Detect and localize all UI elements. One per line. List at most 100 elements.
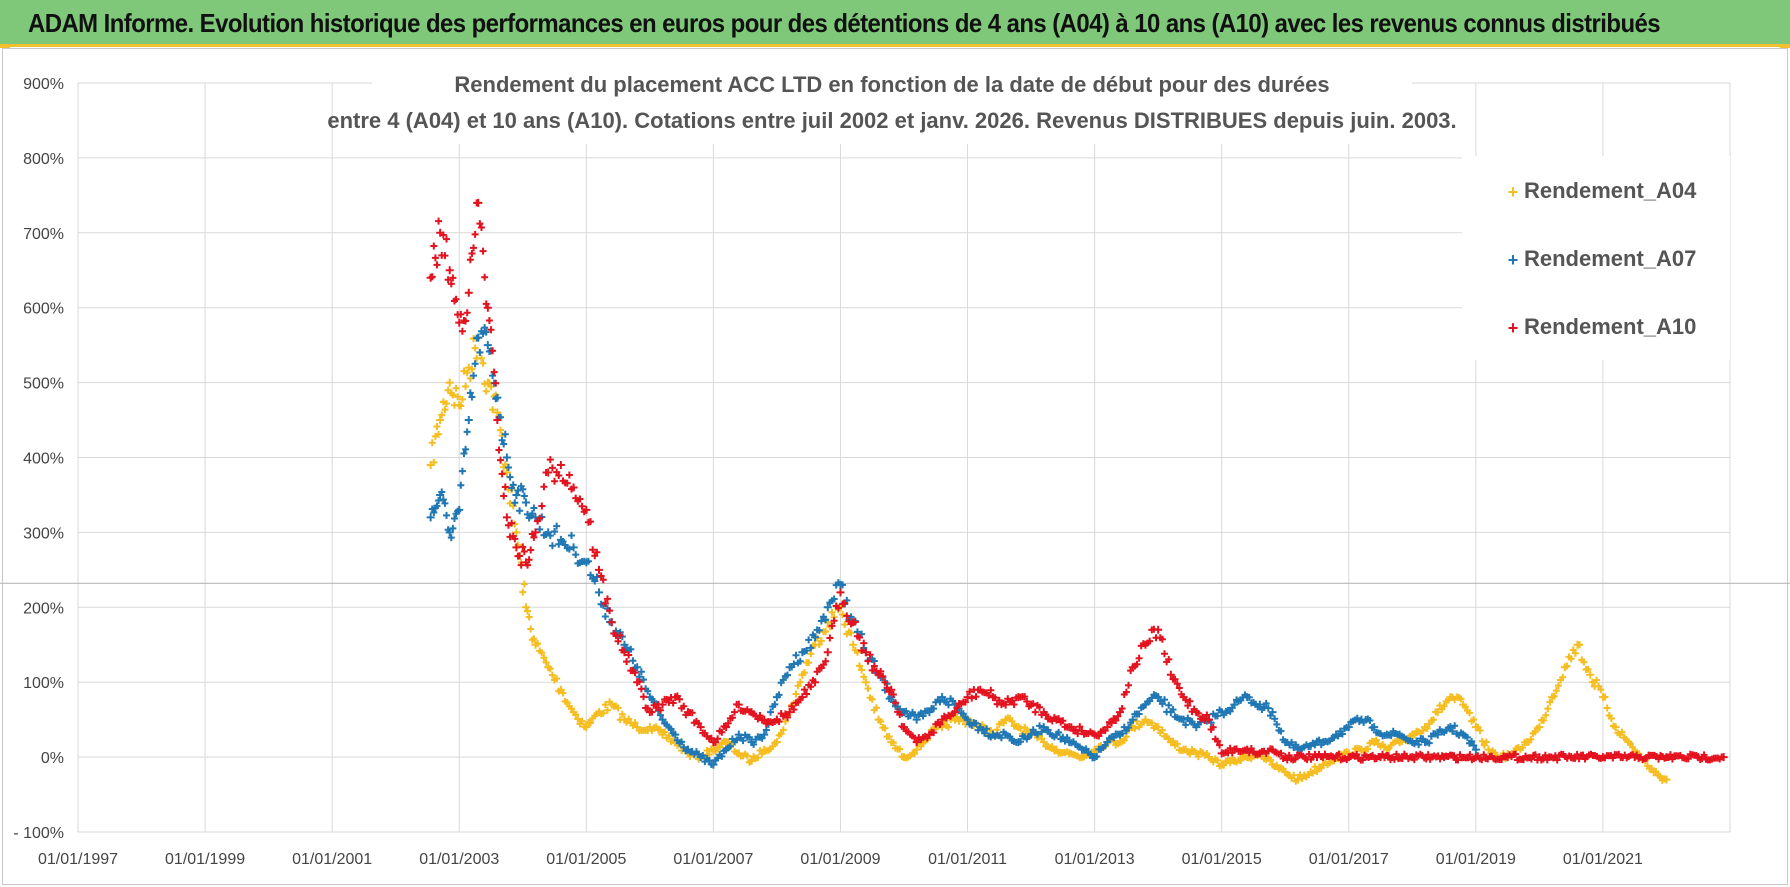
data-point xyxy=(784,671,792,679)
data-point xyxy=(760,730,769,739)
data-point xyxy=(959,710,967,718)
data-point xyxy=(540,483,548,491)
data-point xyxy=(1369,751,1377,759)
data-point xyxy=(728,714,736,722)
data-point xyxy=(559,537,567,545)
data-point xyxy=(635,677,643,685)
data-point xyxy=(800,669,808,677)
data-point xyxy=(433,261,441,269)
y-tick-label: 200% xyxy=(23,600,64,617)
data-point xyxy=(470,372,478,380)
data-point xyxy=(731,708,739,716)
data-point xyxy=(1468,737,1476,745)
data-point xyxy=(1540,716,1548,724)
data-point xyxy=(1433,708,1442,717)
data-point xyxy=(637,685,645,693)
data-point xyxy=(1449,727,1457,735)
data-point xyxy=(512,543,521,552)
data-point xyxy=(830,617,838,625)
data-point xyxy=(1186,750,1194,758)
data-point xyxy=(466,256,474,264)
data-point xyxy=(1036,722,1044,730)
data-point xyxy=(1108,719,1116,727)
data-point xyxy=(656,726,664,734)
data-point xyxy=(1454,756,1462,764)
data-point xyxy=(861,678,870,687)
data-point xyxy=(520,548,528,556)
data-point xyxy=(439,496,447,504)
data-point xyxy=(726,742,734,750)
data-point xyxy=(1038,728,1046,736)
data-point xyxy=(972,693,980,701)
data-point xyxy=(866,651,874,659)
data-point xyxy=(502,468,511,477)
x-tick-label: 01/01/2009 xyxy=(800,851,880,868)
data-point xyxy=(483,341,492,350)
data-point xyxy=(823,648,832,657)
data-point xyxy=(1216,741,1224,749)
data-point xyxy=(1466,751,1474,759)
data-point xyxy=(1133,660,1141,668)
x-tick-label: 01/01/2001 xyxy=(292,851,372,868)
data-point xyxy=(796,678,804,686)
data-point xyxy=(521,603,530,612)
data-point xyxy=(889,690,897,698)
data-point xyxy=(1226,744,1234,752)
data-point xyxy=(796,657,804,665)
data-point xyxy=(1044,726,1052,734)
data-point xyxy=(839,581,847,589)
data-point xyxy=(1315,736,1323,744)
data-point xyxy=(546,665,554,673)
data-point xyxy=(463,428,471,436)
data-point xyxy=(493,416,502,425)
data-point xyxy=(1008,696,1016,704)
data-point xyxy=(470,244,478,252)
data-point xyxy=(822,628,830,636)
data-point xyxy=(1597,686,1605,694)
data-point xyxy=(589,546,597,554)
data-point xyxy=(1135,654,1143,662)
data-point xyxy=(511,499,519,507)
data-point xyxy=(1461,703,1469,711)
data-point xyxy=(887,685,896,694)
data-point xyxy=(1476,726,1484,734)
data-point xyxy=(1093,753,1101,761)
data-point xyxy=(538,649,546,657)
data-point xyxy=(623,658,631,666)
data-point xyxy=(792,651,800,659)
data-point xyxy=(1415,741,1423,749)
data-point xyxy=(1588,678,1596,686)
data-point xyxy=(995,696,1003,704)
data-point xyxy=(551,477,559,485)
data-point xyxy=(536,525,544,533)
data-point xyxy=(582,723,591,732)
data-point xyxy=(805,659,813,667)
data-point xyxy=(881,724,889,732)
data-point xyxy=(1684,755,1692,763)
data-point xyxy=(567,531,575,539)
data-point xyxy=(658,700,667,709)
data-point xyxy=(443,400,451,408)
data-point xyxy=(985,691,993,699)
data-point xyxy=(760,715,769,724)
legend-background xyxy=(1462,156,1730,360)
data-point xyxy=(987,686,995,694)
data-point xyxy=(1052,745,1061,754)
data-point xyxy=(644,687,652,695)
data-point xyxy=(1158,700,1166,708)
data-point xyxy=(576,495,584,503)
data-point xyxy=(1662,775,1671,784)
data-point xyxy=(530,533,538,541)
data-point xyxy=(881,678,889,686)
data-point xyxy=(584,557,592,565)
data-point xyxy=(492,379,500,387)
data-point xyxy=(618,710,626,718)
data-point xyxy=(548,464,556,472)
data-point xyxy=(1334,732,1342,740)
data-point xyxy=(667,725,675,733)
data-point xyxy=(1230,700,1239,709)
data-point xyxy=(661,728,669,736)
data-point xyxy=(917,742,925,750)
data-point xyxy=(792,690,800,698)
data-point xyxy=(678,738,686,746)
